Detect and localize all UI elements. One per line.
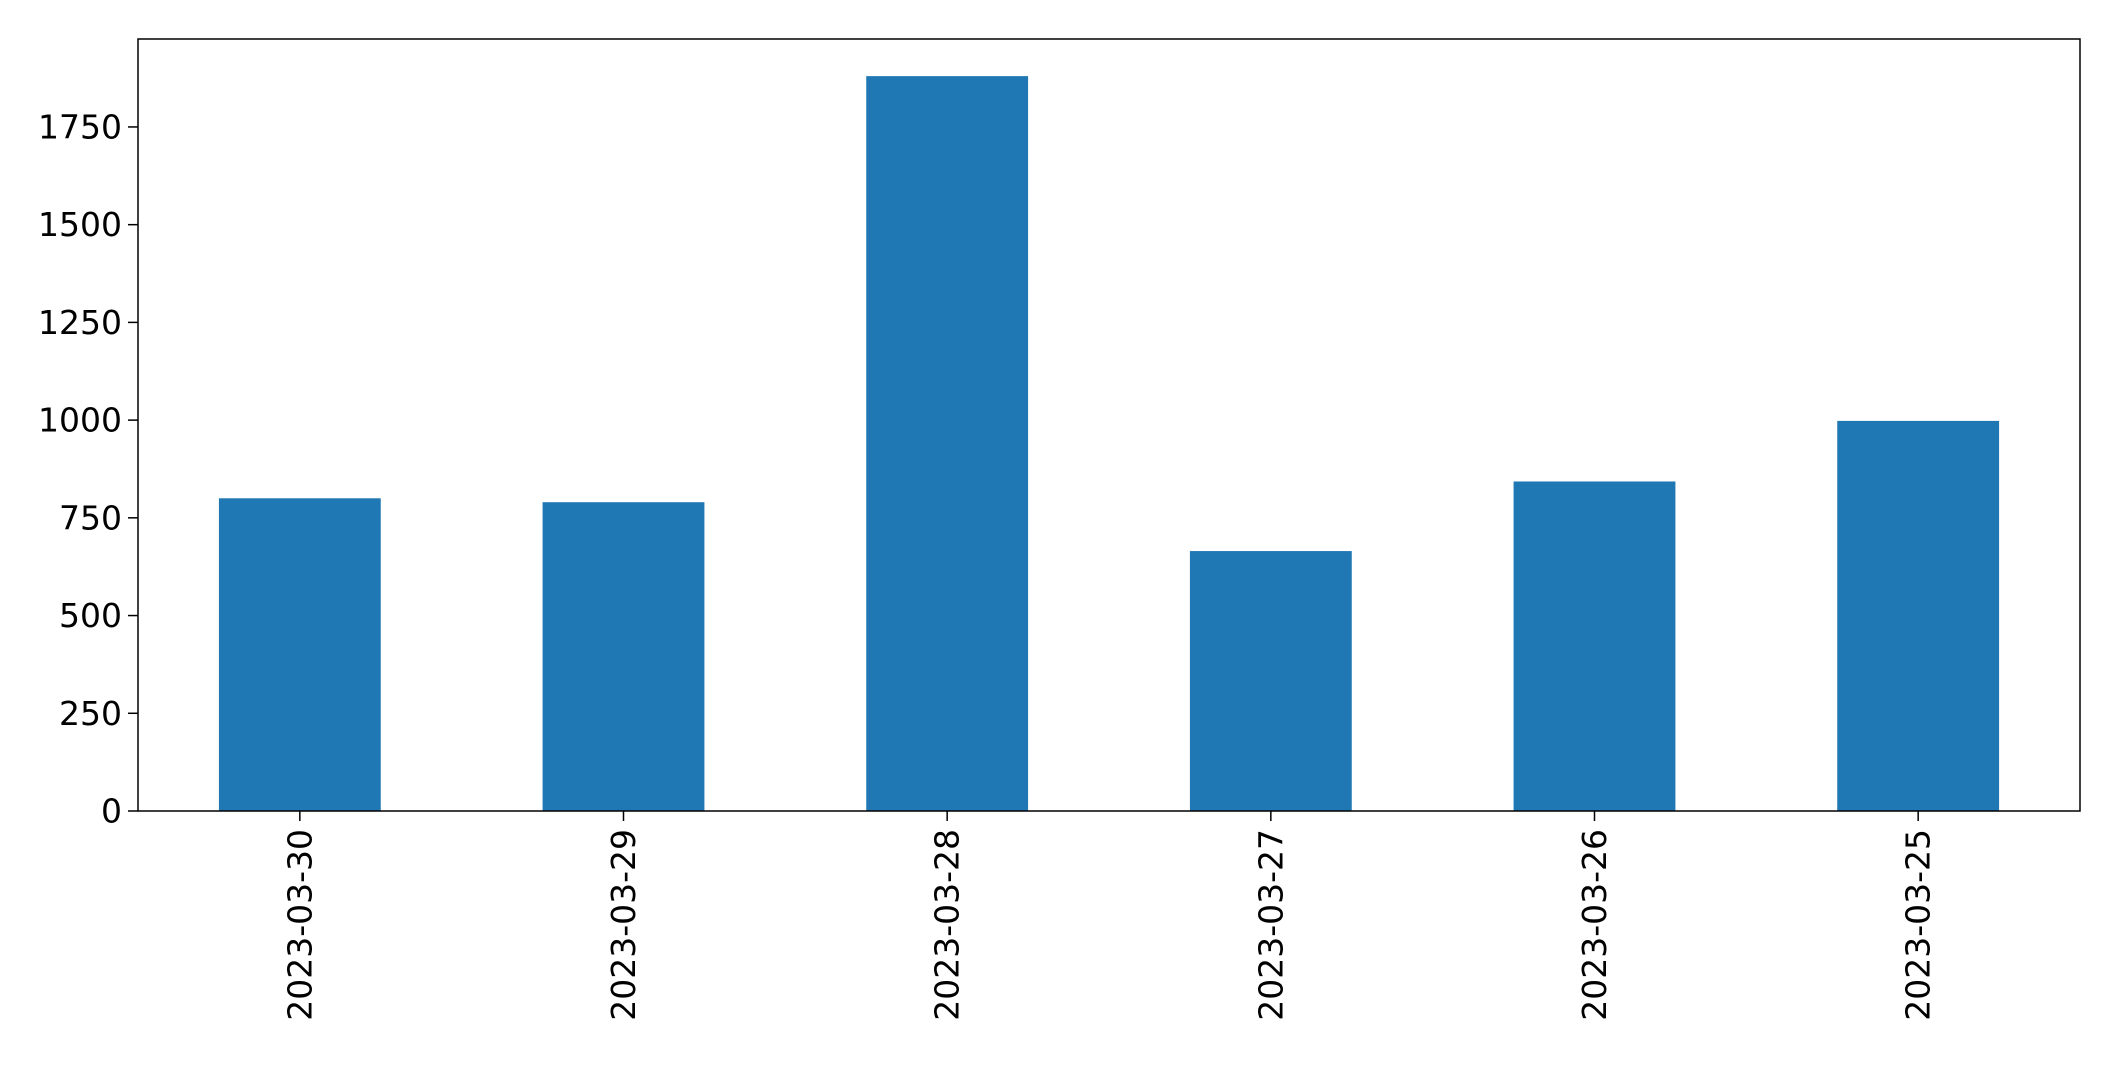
y-tick-label: 1500 bbox=[38, 205, 122, 244]
bar-2023-03-27 bbox=[1189, 551, 1352, 811]
bar-2023-03-30 bbox=[218, 498, 381, 811]
y-tick-label: 1250 bbox=[38, 303, 122, 342]
bar-2023-03-25 bbox=[1837, 420, 2000, 811]
y-tick-label: 750 bbox=[59, 498, 122, 537]
x-tick-label: 2023-03-25 bbox=[1899, 829, 1938, 1021]
x-tick-label: 2023-03-28 bbox=[928, 829, 967, 1021]
x-tick-label: 2023-03-26 bbox=[1575, 829, 1614, 1021]
x-tick-label: 2023-03-30 bbox=[280, 829, 319, 1021]
y-tick-label: 1750 bbox=[38, 107, 122, 146]
bar-2023-03-29 bbox=[542, 502, 705, 811]
y-tick-label: 250 bbox=[59, 694, 122, 733]
x-tick-label: 2023-03-29 bbox=[604, 829, 643, 1021]
bar-2023-03-26 bbox=[1513, 481, 1676, 811]
x-axis: 2023-03-30 2023-03-29 2023-03-28 2023-03-27… bbox=[280, 811, 1938, 1021]
x-tick-label: 2023-03-27 bbox=[1251, 829, 1290, 1021]
y-tick-label: 0 bbox=[101, 792, 122, 831]
bar-2023-03-28 bbox=[866, 76, 1029, 812]
y-axis: 0 250 500 750 1000 1250 1500 1750 bbox=[38, 107, 138, 831]
plot-area-frame bbox=[137, 38, 2081, 812]
y-tick-label: 1000 bbox=[38, 401, 122, 440]
y-tick-label: 500 bbox=[59, 596, 122, 635]
bars-layer bbox=[218, 76, 2000, 812]
